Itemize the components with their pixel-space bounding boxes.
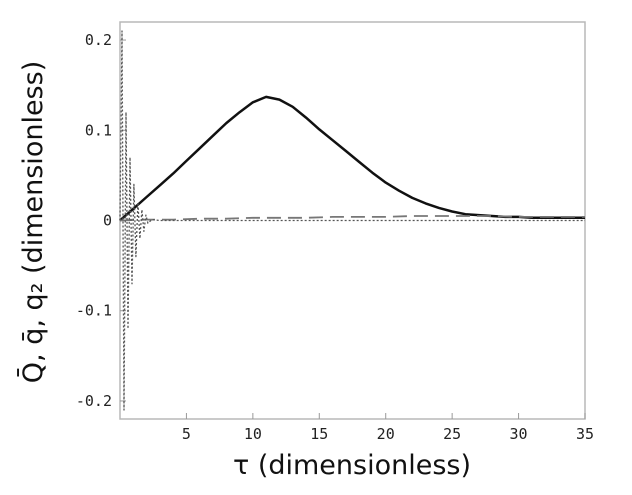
x-tick-label: 20 (377, 425, 395, 443)
x-tick-label: 5 (182, 425, 191, 443)
y-tick-label: -0.1 (76, 302, 112, 320)
x-tick-label: 15 (310, 425, 328, 443)
y-axis-ticks: -0.2 -0.1 0 0.1 0.2 (76, 31, 126, 410)
y-tick-label: 0.1 (85, 121, 112, 139)
x-tick-label: 35 (576, 425, 594, 443)
x-tick-label: 10 (244, 425, 262, 443)
x-tick-label: 25 (443, 425, 461, 443)
y-tick-label: 0 (103, 212, 112, 230)
series-layer (119, 30, 585, 411)
y-tick-label: 0.2 (85, 31, 112, 49)
series-line-dashed (119, 215, 585, 222)
x-axis-label: τ (dimensionless) (233, 450, 471, 481)
y-tick-label: -0.2 (76, 392, 112, 410)
y-axis-label: Q̄, q̄, q₂ (dimensionless) (17, 61, 49, 383)
x-tick-label: 30 (510, 425, 528, 443)
x-axis-ticks: 5 10 15 20 25 30 35 (182, 413, 594, 443)
